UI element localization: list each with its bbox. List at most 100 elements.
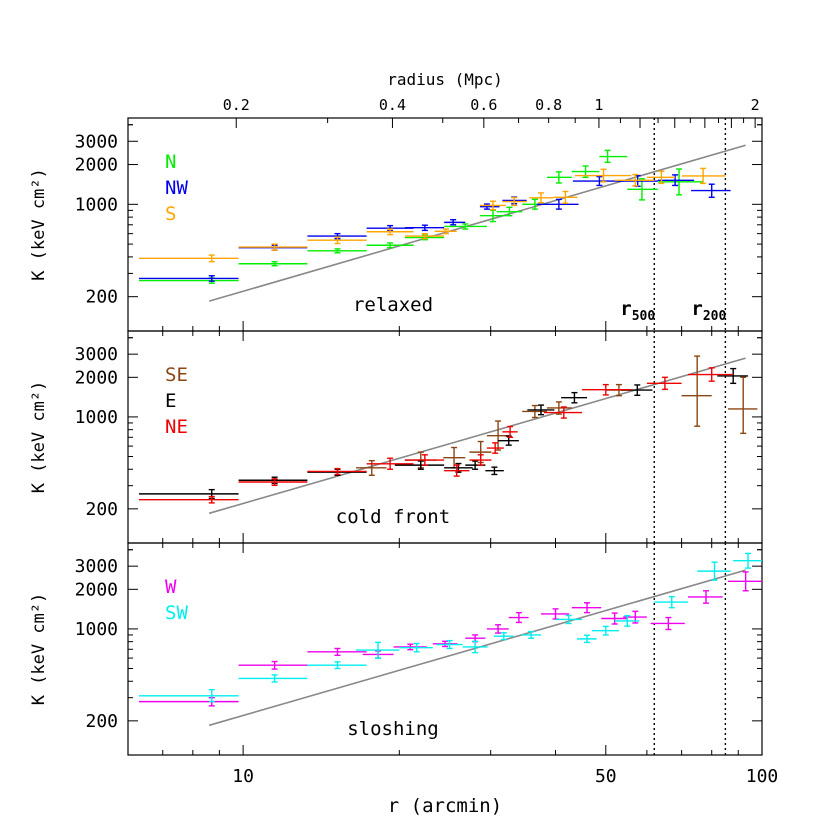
data-point xyxy=(307,661,367,670)
data-point xyxy=(650,616,685,631)
data-point xyxy=(486,420,509,451)
data-point xyxy=(434,228,457,235)
data-point xyxy=(366,228,414,236)
data-point xyxy=(469,454,492,466)
data-point xyxy=(646,170,676,185)
data-point xyxy=(614,173,655,187)
top-tick-label: 0.4 xyxy=(379,96,406,114)
data-point xyxy=(138,488,239,500)
x-tick-label: 50 xyxy=(595,766,617,787)
data-point xyxy=(138,275,239,282)
data-point xyxy=(138,495,239,504)
y-tick-label: 1000 xyxy=(75,407,118,428)
y-axis-label: K (keV cm²) xyxy=(29,593,49,706)
top-tick-label: 0.6 xyxy=(470,96,497,114)
data-point xyxy=(717,367,749,385)
data-point xyxy=(307,236,367,245)
data-point xyxy=(691,183,731,199)
data-point xyxy=(436,639,463,650)
top-axis-label: radius (Mpc) xyxy=(387,70,503,89)
legend-entry: SE xyxy=(165,364,188,386)
data-point xyxy=(238,478,308,487)
model-line xyxy=(208,569,746,727)
data-point xyxy=(444,464,470,477)
data-point xyxy=(404,232,445,240)
x-tick-label: 100 xyxy=(746,766,779,787)
data-point xyxy=(394,460,445,470)
legend-entry: NE xyxy=(165,416,188,438)
data-point xyxy=(571,602,602,614)
data-point xyxy=(582,383,632,396)
series-W xyxy=(138,571,762,707)
data-point xyxy=(502,425,518,438)
x-tick-label: 10 xyxy=(232,766,254,787)
data-point xyxy=(576,634,597,644)
data-point xyxy=(462,640,488,654)
data-point xyxy=(485,466,504,476)
data-point xyxy=(404,454,445,466)
y-tick-label: 1000 xyxy=(75,194,118,215)
data-point xyxy=(486,442,504,454)
data-point xyxy=(444,223,487,230)
panel-label: cold front xyxy=(336,506,450,528)
data-point xyxy=(681,167,726,185)
vline-label-r200: r200 xyxy=(691,298,726,324)
legend-entry: NW xyxy=(165,177,188,199)
data-point xyxy=(553,190,578,204)
series-N xyxy=(138,149,704,284)
data-point xyxy=(657,168,704,196)
top-tick-label: 1 xyxy=(594,96,603,114)
data-point xyxy=(138,689,239,703)
data-point xyxy=(574,168,632,183)
data-point xyxy=(627,178,658,201)
data-point xyxy=(646,376,682,391)
y-tick-label: 200 xyxy=(85,711,118,732)
data-point xyxy=(614,615,640,627)
data-point xyxy=(728,571,762,592)
series-NE xyxy=(138,367,734,504)
data-point xyxy=(733,552,762,569)
data-point xyxy=(366,242,414,249)
y-tick-label: 2000 xyxy=(75,579,118,600)
data-point xyxy=(527,404,555,416)
data-point xyxy=(687,590,723,604)
data-point xyxy=(681,355,712,427)
data-point xyxy=(238,660,308,670)
data-point xyxy=(508,611,529,624)
data-point xyxy=(307,467,367,476)
y-axis-label: K (keV cm²) xyxy=(29,381,49,494)
top-tick-label: 2 xyxy=(751,96,760,114)
data-point xyxy=(561,391,588,404)
vline-label-r500: r500 xyxy=(620,298,655,324)
data-point xyxy=(572,175,624,187)
top-tick-label: 0.8 xyxy=(535,96,562,114)
legend-entry: S xyxy=(165,203,176,225)
y-tick-label: 1000 xyxy=(75,619,118,640)
data-point xyxy=(654,595,688,609)
data-point xyxy=(404,224,445,232)
data-point xyxy=(555,614,583,625)
panel-label: sloshing xyxy=(347,718,439,740)
series-SW xyxy=(138,552,762,703)
y-tick-label: 3000 xyxy=(75,556,118,577)
y-tick-label: 3000 xyxy=(75,131,118,152)
data-point xyxy=(601,612,628,625)
data-point xyxy=(493,632,514,641)
panel-relaxed: 200 1000 2000 3000 K (keV cm²) r500 r200 relaxe… xyxy=(29,117,763,332)
data-point xyxy=(444,218,466,226)
panel-label: relaxed xyxy=(353,294,433,316)
data-point xyxy=(529,192,554,204)
data-point xyxy=(540,608,570,620)
y-axis-label: K (keV cm²) xyxy=(29,168,49,281)
data-point xyxy=(138,254,239,263)
data-point xyxy=(355,641,400,659)
data-point xyxy=(697,561,731,581)
data-point xyxy=(522,404,547,419)
data-point xyxy=(599,149,628,163)
data-point xyxy=(307,647,367,657)
y-tick-label: 2000 xyxy=(75,155,118,176)
data-point xyxy=(496,206,523,217)
